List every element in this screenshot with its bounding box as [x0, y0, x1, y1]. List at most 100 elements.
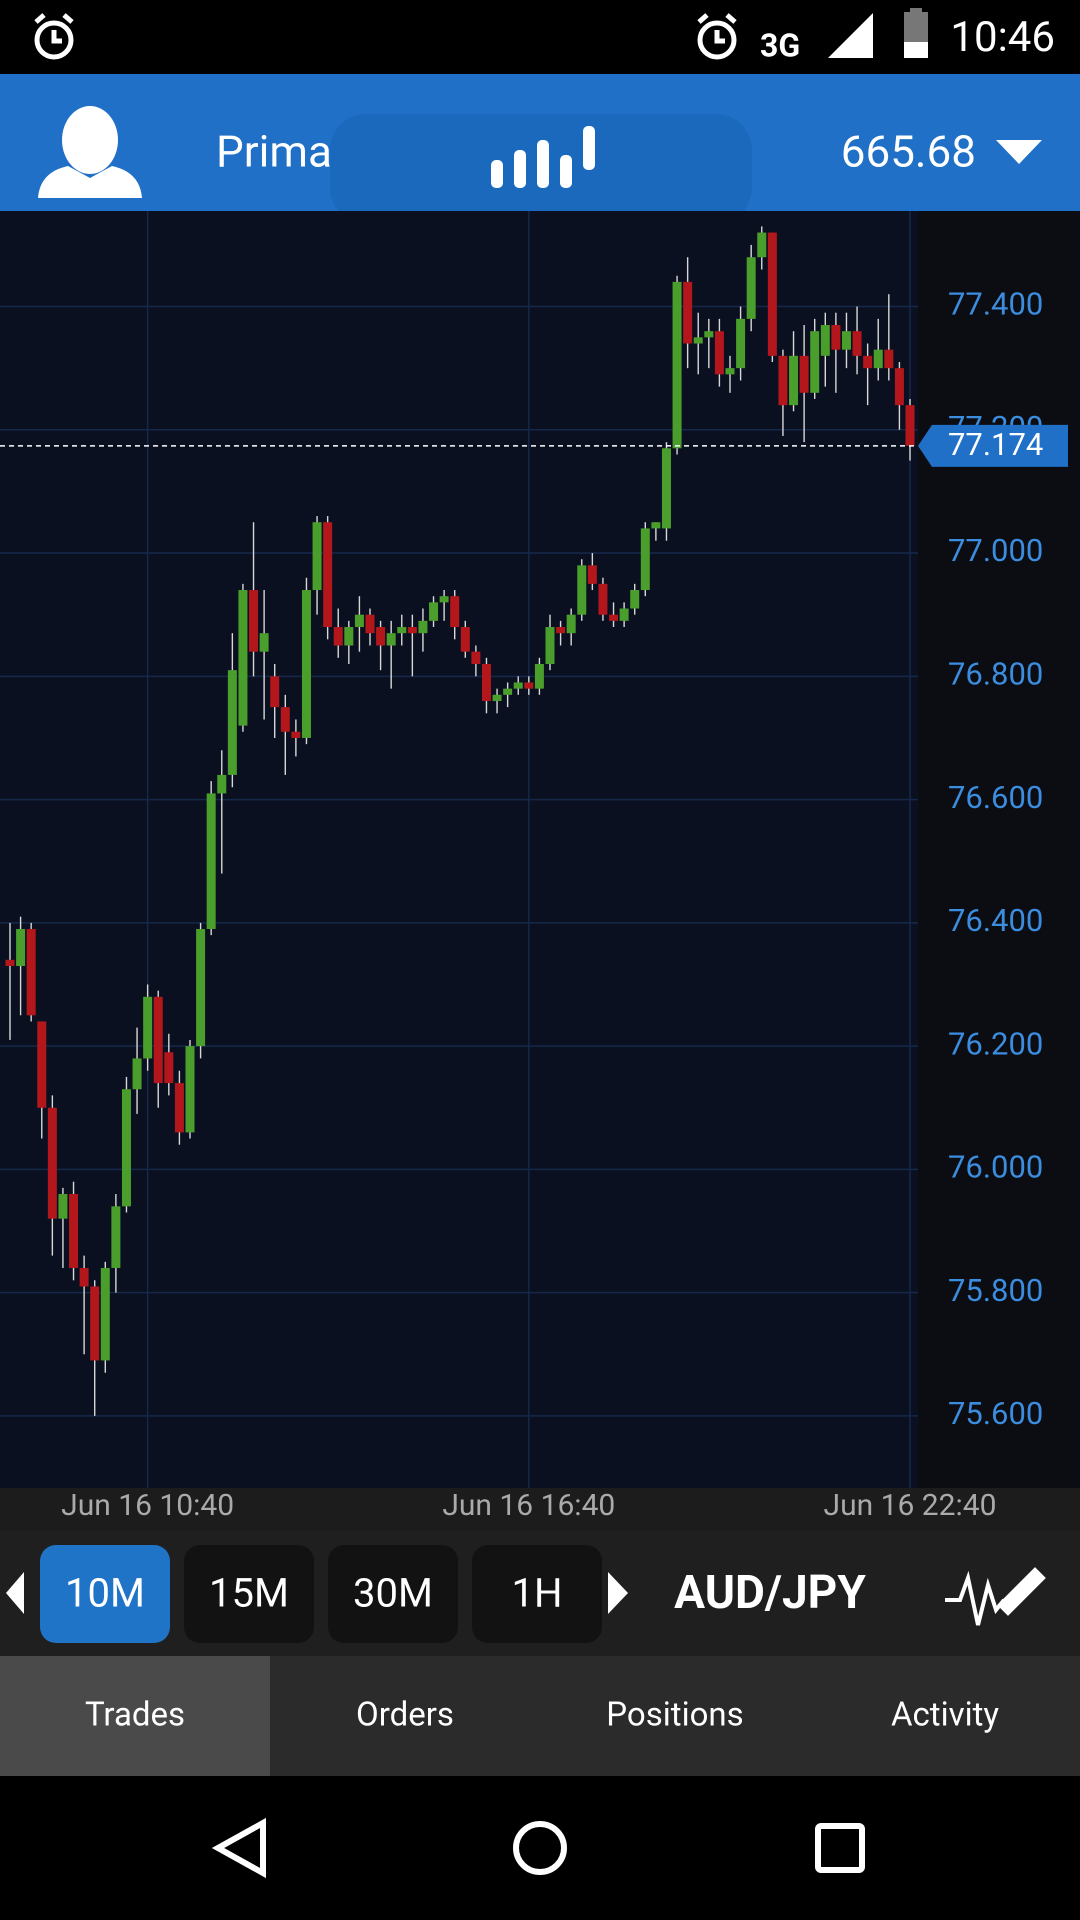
candle-body	[121, 1089, 131, 1207]
candle-body	[376, 627, 386, 646]
tab-selected[interactable]	[0, 1656, 270, 1776]
candle-body	[418, 620, 428, 634]
candlestick-chart: 75.600 75.800 76.000 76.200 76.400 76.600 76.8…	[0, 211, 1068, 1523]
y-tick-label: 75.800	[948, 1272, 1043, 1309]
candle-body	[609, 614, 619, 621]
candle-body	[873, 349, 883, 369]
candle-body	[725, 368, 735, 375]
candle-body	[503, 688, 513, 695]
status-bar	[0, 0, 1080, 74]
tab-label[interactable]: Orders	[356, 1696, 454, 1735]
current-price-label: 77.174	[948, 426, 1043, 463]
candle-body	[249, 590, 259, 652]
candle-body	[852, 331, 862, 356]
timeframe-label[interactable]: 15M	[209, 1570, 289, 1617]
tab-label[interactable]: Positions	[606, 1696, 743, 1735]
candle-body	[58, 1194, 68, 1219]
candle-body	[534, 663, 544, 689]
candle-body	[174, 1083, 184, 1133]
candle-body	[481, 663, 491, 701]
timeframe-button[interactable]	[472, 1545, 602, 1643]
account-avatar[interactable]	[38, 106, 142, 198]
balance[interactable]: 665.68	[841, 126, 976, 178]
candle-body	[79, 1267, 89, 1287]
candle-body	[47, 1107, 57, 1219]
clock: 10:46	[950, 13, 1055, 62]
candle-body	[407, 627, 417, 634]
candle-body	[746, 257, 756, 319]
candle-body	[153, 996, 163, 1084]
candle-body	[111, 1206, 121, 1268]
candle-body	[323, 522, 333, 628]
candle-body	[69, 1194, 79, 1268]
candle-body	[640, 528, 650, 591]
y-tick-label: 76.000	[948, 1149, 1043, 1186]
y-tick-label: 76.200	[948, 1025, 1043, 1062]
candle-body	[524, 682, 534, 689]
tab-label[interactable]: Activity	[891, 1696, 999, 1735]
candle-body	[905, 405, 915, 446]
candle-body	[492, 694, 502, 701]
candle-body	[185, 1046, 195, 1133]
y-tick-label: 76.400	[948, 902, 1043, 939]
candle-body	[164, 1052, 174, 1084]
nav-bar	[0, 1776, 1080, 1920]
candle-body	[238, 590, 248, 726]
home-button[interactable]	[513, 1821, 567, 1875]
candle-body	[778, 355, 788, 406]
candle-body	[471, 651, 481, 664]
network-type: 3G	[760, 26, 800, 64]
candle-body	[831, 325, 841, 350]
balance-dropdown[interactable]	[996, 140, 1042, 164]
candle-body	[397, 627, 407, 634]
candle-body	[820, 325, 830, 356]
account-name[interactable]: Prima	[216, 126, 332, 178]
timeframe-button[interactable]	[40, 1545, 170, 1643]
candle-body	[651, 522, 661, 529]
candle-body	[598, 583, 608, 615]
candle-body	[789, 355, 799, 406]
candle-body	[460, 627, 470, 652]
scroll-left[interactable]	[6, 1572, 24, 1614]
candle-body	[619, 608, 629, 621]
instrument[interactable]: AUD/JPY	[674, 1566, 866, 1620]
recents-button[interactable]	[815, 1823, 865, 1873]
candle-body	[439, 596, 449, 603]
candle-body	[365, 614, 375, 634]
timeframe-label[interactable]: 1H	[511, 1570, 562, 1617]
drawing-tool[interactable]	[945, 1567, 1046, 1626]
timeframe-button[interactable]	[184, 1545, 314, 1643]
plot-area	[0, 211, 918, 1488]
timeframe-button[interactable]	[328, 1545, 458, 1643]
candle-body	[5, 959, 15, 966]
candle-body	[767, 232, 777, 356]
candle-body	[301, 590, 311, 738]
candle-body	[450, 596, 460, 628]
candle-body	[683, 281, 693, 344]
alarm-icon	[34, 13, 74, 60]
candle-body	[132, 1058, 142, 1090]
candle-body	[693, 337, 703, 344]
candle-body	[704, 331, 714, 338]
y-tick-label: 77.400	[948, 286, 1043, 323]
tab-label[interactable]: Trades	[85, 1696, 185, 1735]
candle-body	[841, 331, 851, 350]
timeframe-label[interactable]: 30M	[353, 1570, 433, 1617]
candle-body	[333, 627, 343, 646]
candle-body	[312, 522, 322, 591]
scroll-right[interactable]	[608, 1572, 628, 1614]
candle-body	[227, 670, 237, 775]
y-tick-label: 76.600	[948, 779, 1043, 816]
timeframe-buttons: 10M 15M 30M 1H	[40, 1545, 602, 1643]
candle-body	[810, 331, 820, 393]
signal-icon	[828, 13, 873, 58]
candle-body	[587, 565, 597, 584]
candle-body	[196, 929, 206, 1047]
candle-body	[100, 1267, 110, 1361]
candle-body	[206, 793, 216, 930]
back-button[interactable]	[211, 1817, 266, 1879]
candle-body	[630, 590, 640, 609]
candle-body	[429, 602, 439, 621]
timeframe-label[interactable]: 10M	[65, 1570, 145, 1617]
